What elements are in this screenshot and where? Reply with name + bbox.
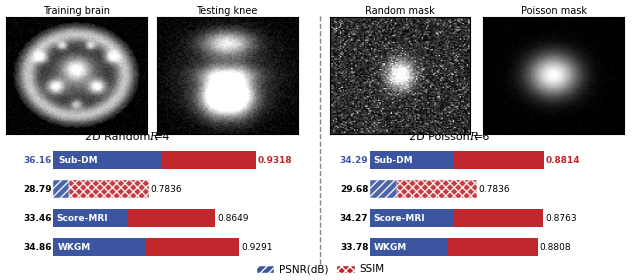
- Bar: [448, 238, 538, 256]
- Bar: [161, 151, 256, 169]
- Text: Score-MRI: Score-MRI: [374, 214, 426, 223]
- Bar: [52, 180, 69, 198]
- Text: Score-MRI: Score-MRI: [56, 214, 108, 223]
- Bar: [127, 209, 215, 227]
- Bar: [52, 151, 161, 169]
- Text: 0.9318: 0.9318: [258, 156, 292, 165]
- Title: Random mask: Random mask: [365, 6, 435, 16]
- Text: 29.68: 29.68: [340, 185, 369, 194]
- Text: WKGM: WKGM: [58, 243, 91, 252]
- Text: 2D Random: 2D Random: [84, 132, 154, 142]
- Bar: [397, 180, 477, 198]
- Text: 0.8808: 0.8808: [540, 243, 571, 252]
- Text: 2D Poisson: 2D Poisson: [410, 132, 474, 142]
- Text: 34.29: 34.29: [340, 156, 369, 165]
- Text: Sub-DM: Sub-DM: [374, 156, 413, 165]
- Title: Poisson mask: Poisson mask: [520, 6, 587, 16]
- Text: =4: =4: [154, 132, 170, 142]
- Bar: [370, 209, 454, 227]
- Text: R: R: [149, 132, 158, 142]
- Bar: [69, 180, 149, 198]
- Bar: [370, 238, 448, 256]
- Bar: [52, 238, 145, 256]
- Text: 0.9291: 0.9291: [241, 243, 273, 252]
- Bar: [370, 151, 454, 169]
- Legend: PSNR(dB), SSIM: PSNR(dB), SSIM: [252, 260, 388, 279]
- Bar: [370, 180, 397, 198]
- Title: Training brain: Training brain: [44, 6, 110, 16]
- Bar: [454, 209, 543, 227]
- Text: 0.7836: 0.7836: [150, 185, 182, 194]
- Text: WKGM: WKGM: [374, 243, 407, 252]
- Text: R: R: [469, 132, 478, 142]
- Text: 34.27: 34.27: [340, 214, 369, 223]
- Text: 34.86: 34.86: [23, 243, 52, 252]
- Bar: [145, 238, 239, 256]
- Bar: [52, 209, 127, 227]
- Text: 0.8763: 0.8763: [545, 214, 577, 223]
- Title: Testing knee: Testing knee: [196, 6, 258, 16]
- Text: 0.7836: 0.7836: [479, 185, 510, 194]
- Text: =6: =6: [474, 132, 490, 142]
- Text: 0.8814: 0.8814: [546, 156, 580, 165]
- Text: 33.46: 33.46: [23, 214, 52, 223]
- Text: Sub-DM: Sub-DM: [58, 156, 98, 165]
- Text: 33.78: 33.78: [340, 243, 369, 252]
- Text: 36.16: 36.16: [23, 156, 52, 165]
- Bar: [454, 151, 544, 169]
- Text: 28.79: 28.79: [23, 185, 52, 194]
- Text: 0.8649: 0.8649: [217, 214, 248, 223]
